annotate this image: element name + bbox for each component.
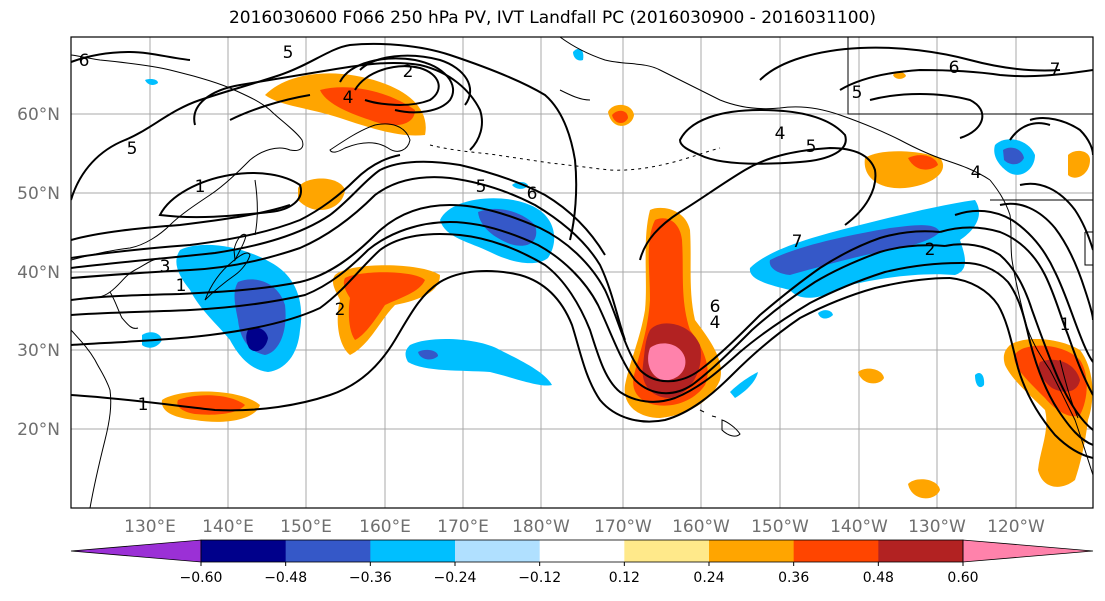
contour-label: 4 (775, 124, 786, 144)
lon-label: 170°E (437, 517, 489, 537)
colorbar-tick-label: −0.48 (264, 570, 307, 586)
colorbar-segment (285, 540, 371, 562)
contour-label: 6 (949, 58, 960, 78)
contour-label: 5 (283, 43, 294, 63)
lat-label: 40°N (17, 263, 60, 283)
contour-label: 7 (792, 232, 803, 252)
contour-label: 1 (195, 177, 206, 197)
pv-contours (71, 42, 1093, 459)
colorbar-segment (793, 540, 879, 562)
contour-label: 4 (343, 88, 354, 108)
lon-label: 160°E (359, 517, 411, 537)
colorbar-tick-label: −0.60 (180, 570, 223, 586)
colorbar (70, 539, 1094, 563)
colorbar-tick-label: 0.24 (693, 570, 724, 586)
colorbar-segment (370, 540, 456, 562)
contour-label: 5 (852, 83, 863, 103)
contour-label: 2 (403, 62, 414, 82)
colorbar-segment (709, 540, 795, 562)
lon-label: 130°E (124, 517, 176, 537)
contour-label: 3 (160, 257, 171, 277)
contour-label: 7 (1050, 60, 1061, 80)
contour-label: 2 (335, 300, 346, 320)
colorbar-segment (201, 540, 287, 562)
colorbar-tick-label: 0.48 (863, 570, 894, 586)
pv-anomaly-fills (142, 48, 1093, 499)
colorbar-segment (624, 540, 710, 562)
contour-label: 6 (527, 184, 538, 204)
contour-label: 1 (1060, 315, 1071, 335)
contour-label: 4 (710, 313, 721, 333)
lon-label: 150°E (280, 517, 332, 537)
lon-label: 130°W (908, 517, 966, 537)
lon-label: 180°W (512, 517, 570, 537)
colorbar-frame (200, 539, 964, 563)
contour-label: 6 (79, 51, 90, 71)
lon-label: 140°E (202, 517, 254, 537)
colorbar-segment (539, 540, 625, 562)
map-frame (70, 36, 1094, 509)
lon-label: 160°W (672, 517, 730, 537)
contour-label: 4 (971, 163, 982, 183)
contour-label: 6 (710, 297, 721, 317)
contour-label: 5 (806, 137, 817, 157)
lat-label: 20°N (17, 420, 60, 440)
contour-label: 5 (476, 177, 487, 197)
colorbar-tick-label: −0.12 (518, 570, 561, 586)
lon-label: 170°W (594, 517, 652, 537)
colorbar-tick-labels: −0.60 −0.48 −0.36 −0.24 −0.12 0.12 0.24 0.36 0.4… (180, 562, 979, 586)
lon-label: 140°W (830, 517, 888, 537)
longitude-labels: 130°E 140°E 150°E 160°E 170°E 180°W 170°… (124, 517, 1045, 537)
contour-labels: 6 5 2 4 5 1 3 1 2 1 5 6 6 4 7 2 4 6 7 5 … (79, 43, 1071, 415)
colorbar-tick-label: −0.24 (434, 570, 477, 586)
colorbar-tick-label: 0.36 (778, 570, 809, 586)
map-title: 2016030600 F066 250 hPa PV, IVT Landfall… (228, 8, 876, 28)
contour-label: 5 (127, 139, 138, 159)
contour-label: 1 (138, 395, 149, 415)
colorbar-segment (455, 540, 541, 562)
lat-label: 60°N (17, 105, 60, 125)
latitude-labels: 60°N 50°N 40°N 30°N 20°N (17, 105, 60, 440)
colorbar-tick-label: 0.60 (947, 570, 978, 586)
colorbar-tick-label: 0.12 (609, 570, 640, 586)
lon-label: 150°W (751, 517, 809, 537)
colorbar-extend-max (962, 539, 1094, 563)
colorbar-tick-label: −0.36 (349, 570, 392, 586)
lon-label: 120°W (987, 517, 1045, 537)
colorbar-segment (878, 540, 964, 562)
colorbar-extend-min (70, 539, 202, 563)
contour-label: 1 (176, 276, 187, 296)
contour-label: 2 (925, 240, 936, 260)
lat-label: 50°N (17, 184, 60, 204)
lat-label: 30°N (17, 341, 60, 361)
